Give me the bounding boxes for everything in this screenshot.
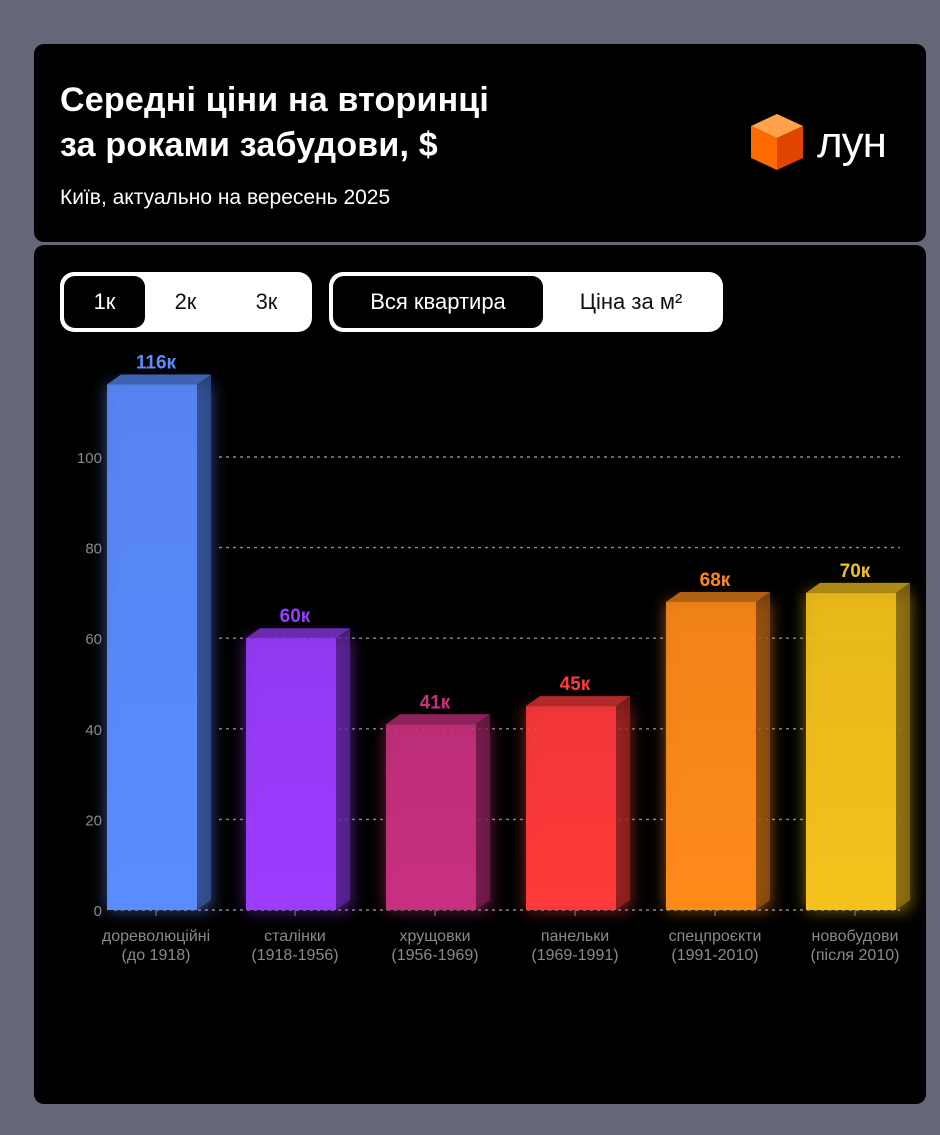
bar [666, 591, 770, 910]
chart-subtitle: Київ, актуально на вересень 2025 [60, 186, 391, 209]
x-category-label: (1956-1969) [391, 947, 478, 964]
bar-top [386, 714, 490, 725]
y-tick-label: 20 [85, 812, 102, 829]
bar-value-label: 68к [700, 570, 731, 591]
bar-side [896, 582, 910, 910]
x-category-label: (1991-2010) [671, 947, 758, 964]
x-category-label: дореволюційні [102, 928, 210, 945]
rooms-toggle: 1к 2к 3к [60, 272, 312, 332]
lun-logo: лун [747, 112, 917, 174]
y-tick-label: 0 [94, 903, 102, 920]
y-tick-label: 60 [85, 631, 102, 648]
whole-apartment-button[interactable]: Вся квартира [333, 276, 543, 328]
bar-front [526, 706, 616, 910]
y-tick-label: 80 [85, 541, 102, 558]
bar [806, 582, 910, 910]
bar-top [107, 374, 211, 385]
x-category-label: хрущовки [399, 928, 470, 945]
rooms-1k-button[interactable]: 1к [64, 276, 145, 328]
price-per-m2-button[interactable]: Ціна за м² [579, 289, 683, 314]
x-category-label: спецпроєкти [669, 928, 762, 945]
bar-side [616, 696, 630, 910]
bar-front [246, 638, 336, 910]
bar-value-label: 116к [136, 353, 177, 374]
chart-card: 1к 2к 3к Вся квартира Ціна за м² 0 20 40 60… [34, 245, 926, 1104]
bar-top [806, 582, 910, 593]
x-category-label: (після 2010) [811, 947, 900, 964]
logo-text: лун [817, 118, 887, 167]
x-category-label: панельки [541, 928, 609, 945]
chart-title: Середні ціни на вторинці за роками забуд… [60, 81, 490, 164]
bar [386, 714, 490, 910]
x-category-label: новобудови [812, 928, 899, 945]
bar-chart: 0 20 40 60 80 100 116к дореволюційні (до 1918) 60… [77, 353, 910, 964]
bar-front [666, 601, 756, 910]
y-tick-label: 40 [85, 722, 102, 739]
bar-side [336, 628, 350, 910]
bar-value-label: 41к [420, 692, 451, 713]
bar-front [806, 592, 896, 910]
bar-value-label: 45к [560, 674, 591, 695]
bar-value-label: 70к [840, 561, 871, 582]
bar-front [386, 724, 476, 910]
price-mode-toggle: Вся квартира Ціна за м² [329, 272, 723, 332]
x-category-label: (до 1918) [122, 947, 191, 964]
x-category-label: сталінки [264, 928, 326, 945]
bar-side [476, 714, 490, 910]
bar-side [756, 591, 770, 910]
bar-top [526, 696, 630, 707]
bar-value-label: 60к [280, 606, 311, 627]
x-category-label: (1918-1956) [251, 947, 338, 964]
bar-top [246, 628, 350, 639]
header-card: Середні ціни на вторинці за роками забуд… [34, 44, 926, 242]
x-category-label: (1969-1991) [531, 947, 618, 964]
cube-logo-icon [751, 114, 803, 170]
y-tick-label: 100 [77, 450, 102, 467]
bar-side [197, 374, 211, 910]
bar [246, 628, 350, 910]
bar [107, 374, 211, 910]
rooms-2k-button[interactable]: 2к [174, 289, 197, 314]
bar-top [666, 591, 770, 602]
bar [526, 696, 630, 910]
bar-front [107, 384, 197, 910]
rooms-3k-button[interactable]: 3к [255, 289, 278, 314]
